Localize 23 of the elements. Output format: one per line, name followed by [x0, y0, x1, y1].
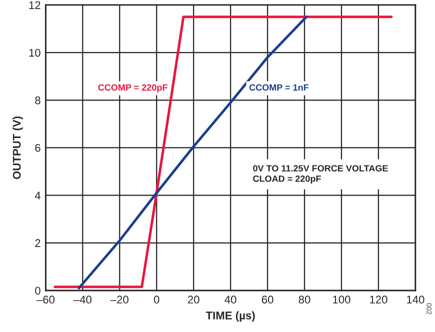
- annotation: 0V TO 11.25V FORCE VOLTAGE CLOAD = 220pF: [253, 165, 388, 184]
- x-tick-label: 100: [333, 296, 350, 304]
- y-axis-title: OUTPUT (V): [12, 116, 23, 180]
- x-tick-label: 80: [298, 296, 310, 304]
- x-tick-label: 140: [407, 296, 424, 304]
- y-tick-label: 6: [35, 144, 40, 152]
- x-tick-label: 20: [188, 296, 200, 304]
- y-tick-label: 10: [29, 48, 40, 57]
- y-tick-label: 4: [34, 192, 40, 200]
- y-tick-label: 8: [35, 96, 40, 104]
- series-label: CCOMP = 1nF: [249, 84, 308, 91]
- y-tick-label: 12: [29, 1, 40, 10]
- x-tick-label: 60: [262, 296, 274, 304]
- x-tick-label: –40: [73, 296, 92, 304]
- y-tick-label: 2: [35, 239, 40, 247]
- x-tick-label: 40: [224, 296, 236, 304]
- x-axis-title: TIME (µs): [206, 311, 255, 322]
- y-tick-label: 0: [35, 286, 40, 295]
- x-tick-label: 0: [154, 296, 160, 304]
- series-label: CCOMP = 220pF: [98, 84, 168, 92]
- x-tick-label: 120: [370, 296, 388, 304]
- x-tick-label: –20: [110, 296, 128, 304]
- x-tick-label: –60: [36, 296, 55, 304]
